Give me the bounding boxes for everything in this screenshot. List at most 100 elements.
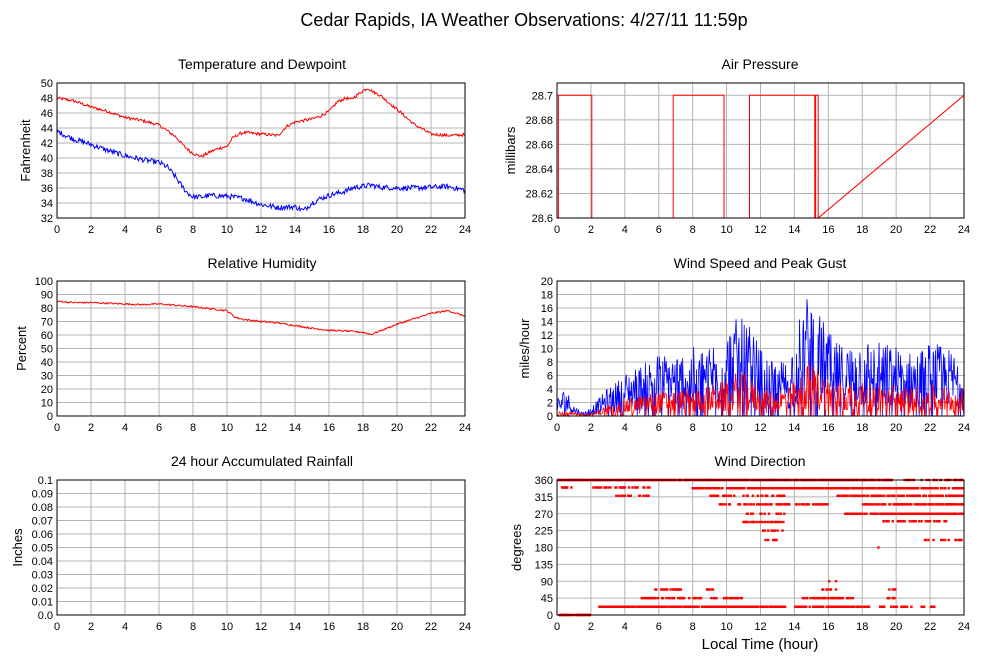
- x-tick-label: 22: [924, 422, 936, 434]
- scatter-point: [755, 503, 759, 506]
- x-tick-label: 14: [289, 422, 301, 434]
- scatter-point: [602, 605, 605, 608]
- scatter-point: [960, 494, 963, 497]
- scatter-point: [905, 512, 908, 515]
- scatter-point: [663, 588, 666, 591]
- scatter-point: [955, 538, 958, 542]
- y-tick-label: 8: [547, 357, 553, 369]
- scatter-point: [881, 605, 884, 608]
- x-tick-label: 14: [289, 621, 301, 633]
- scatter-point: [838, 605, 841, 608]
- scatter-point: [861, 512, 864, 515]
- scatter-point: [771, 520, 774, 524]
- x-tick-label: 16: [822, 422, 834, 434]
- scatter-point: [872, 503, 875, 506]
- scatter-point: [707, 487, 710, 490]
- scatter-point: [878, 503, 881, 506]
- scatter-point: [815, 503, 818, 506]
- scatter-point: [783, 605, 787, 608]
- scatter-point: [944, 487, 947, 490]
- scatter-point: [932, 538, 935, 542]
- y-tick-label: 50: [41, 344, 53, 356]
- scatter-point: [734, 605, 738, 608]
- scatter-point: [616, 605, 620, 608]
- scatter-point: [650, 605, 654, 608]
- x-tick-label: 2: [88, 621, 94, 633]
- scatter-point: [629, 494, 632, 497]
- scatter-point: [921, 512, 924, 515]
- scatter-point: [933, 512, 936, 515]
- scatter-point: [869, 487, 872, 490]
- scatter-point: [855, 494, 858, 497]
- scatter-point: [827, 596, 830, 600]
- scatter-point: [885, 520, 889, 523]
- scatter-point: [889, 503, 892, 506]
- scatter-point: [911, 494, 914, 497]
- scatter-point: [894, 588, 897, 591]
- scatter-point: [827, 487, 830, 490]
- x-tick-label: 24: [958, 621, 970, 633]
- scatter-point: [727, 494, 731, 497]
- scatter-point: [935, 520, 939, 523]
- chart-title: Wind Speed and Peak Gust: [674, 255, 847, 271]
- chart-3: 0 2 4 6 8 10 12 14 16 18 20 22 2402468101214161820Wi…: [517, 255, 970, 434]
- scatter-point: [888, 588, 891, 591]
- scatter-point: [723, 596, 727, 600]
- series-line: [57, 88, 465, 158]
- scatter-point: [805, 605, 808, 608]
- x-tick-label: 4: [622, 621, 628, 633]
- scatter-point: [811, 503, 815, 506]
- series-group: [57, 88, 465, 213]
- scatter-point: [788, 503, 791, 506]
- y-tick-label: 80: [41, 303, 53, 315]
- scatter-point: [851, 596, 855, 600]
- scatter-point: [838, 494, 841, 497]
- x-tick-label: 10: [720, 621, 732, 633]
- scatter-point: [733, 494, 736, 497]
- scatter-point: [897, 503, 900, 506]
- scatter-point: [911, 487, 914, 490]
- scatter-point: [644, 605, 648, 608]
- scatter-point: [764, 494, 767, 497]
- scatter-point: [717, 487, 721, 490]
- scatter-point: [944, 520, 948, 523]
- y-tick-label: 18: [541, 290, 553, 302]
- scatter-point: [726, 596, 729, 600]
- scatter-point: [881, 512, 884, 515]
- scatter-point: [740, 487, 744, 490]
- plot-frame: [556, 280, 965, 417]
- scatter-point: [952, 503, 956, 506]
- scatter-point: [944, 494, 948, 497]
- x-tick-label: 8: [190, 621, 196, 633]
- scatter-point: [928, 494, 931, 497]
- scatter-point: [731, 596, 734, 600]
- scatter-point: [954, 487, 957, 490]
- scatter-point: [961, 503, 964, 506]
- scatter-point: [774, 520, 777, 524]
- scatter-point: [876, 512, 879, 515]
- scatter-point: [766, 538, 770, 542]
- scatter-point: [800, 487, 803, 490]
- scatter-point: [661, 596, 665, 600]
- scatter-point: [867, 503, 871, 506]
- scatter-point: [708, 588, 711, 591]
- scatter-point: [739, 605, 743, 608]
- scatter-point: [856, 605, 860, 608]
- scatter-point: [710, 494, 714, 497]
- scatter-point: [714, 494, 717, 497]
- scatter-point: [818, 596, 822, 600]
- scatter-point: [841, 596, 844, 600]
- plot-frame: [556, 82, 965, 219]
- scatter-point: [655, 588, 658, 591]
- scatter-point: [907, 512, 911, 515]
- scatter-point: [780, 503, 783, 506]
- scatter-point: [930, 494, 933, 497]
- scatter-point: [715, 605, 718, 608]
- scatter-point: [736, 605, 739, 608]
- scatter-point: [811, 596, 815, 600]
- scatter-point: [936, 487, 939, 490]
- scatter-point: [941, 538, 945, 542]
- scatter-point: [649, 596, 653, 600]
- scatter-point: [638, 605, 642, 608]
- x-tick-label: 24: [958, 224, 970, 236]
